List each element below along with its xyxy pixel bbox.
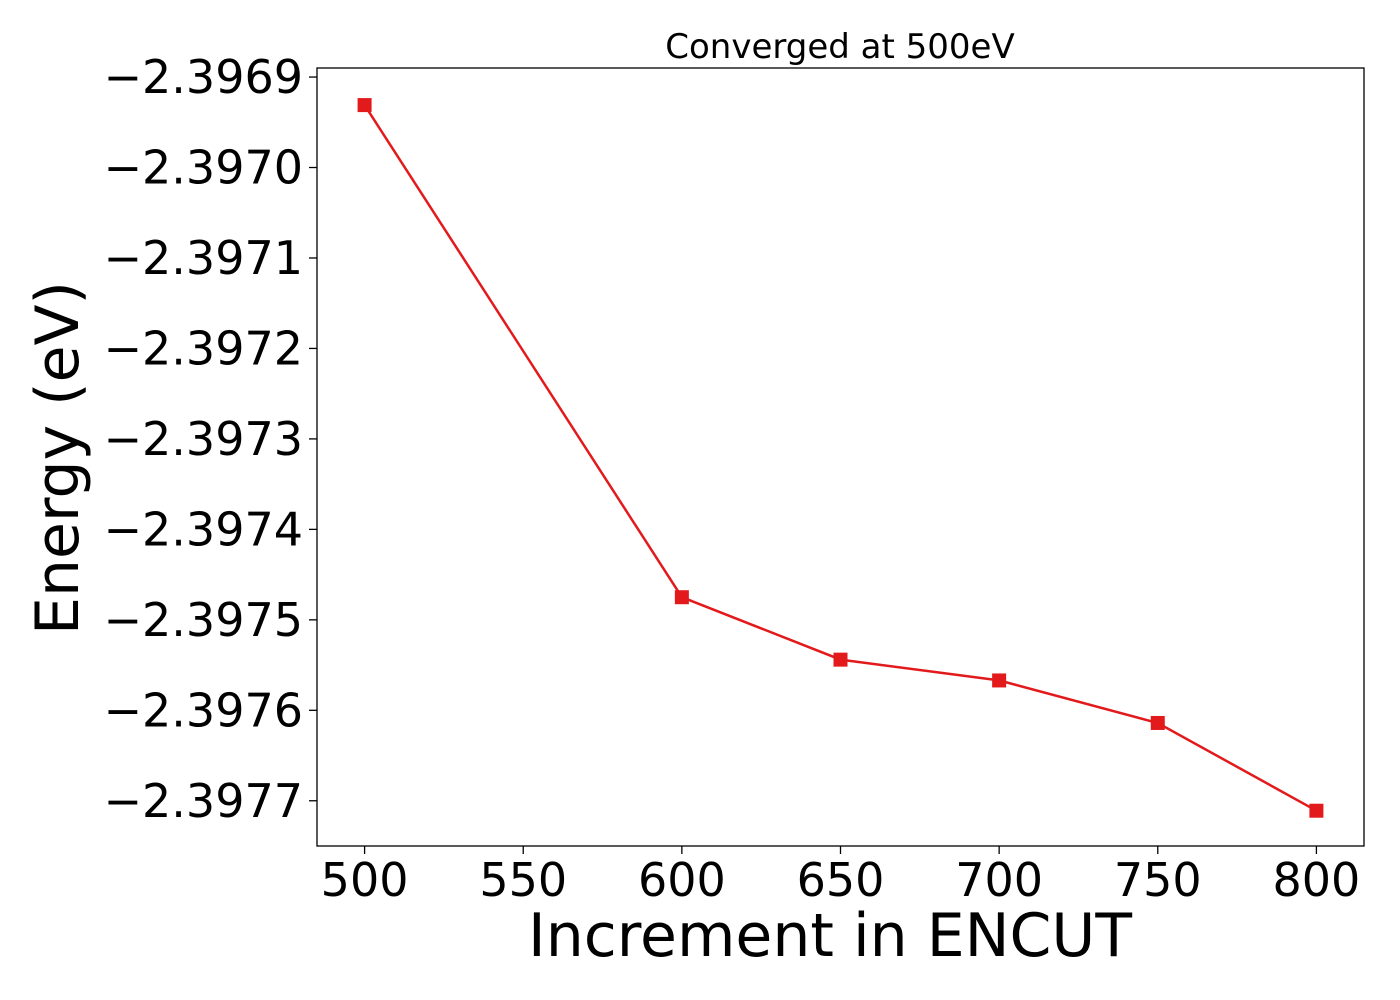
data-point-marker	[833, 652, 848, 667]
x-axis-ticks: 500 550 600 650 700 750 800	[321, 846, 1361, 907]
data-point-marker	[674, 590, 689, 605]
x-tick-label: 650	[797, 853, 885, 907]
y-tick-label: −2.3969	[104, 50, 304, 104]
data-point-marker	[1150, 715, 1165, 730]
x-tick-label: 800	[1273, 853, 1361, 907]
x-tick-label: 600	[638, 853, 726, 907]
plot-series	[357, 98, 1324, 818]
data-point-marker	[992, 673, 1007, 688]
series-line	[363, 104, 1318, 812]
y-axis-title: Energy (eV)	[23, 281, 93, 635]
y-tick-label: −2.3973	[104, 412, 304, 466]
y-axis-ticks: −2.3969 −2.3970 −2.3971 −2.3972 −2.3973 −2.39…	[104, 50, 317, 828]
y-tick-label: −2.3975	[104, 593, 304, 647]
plot-frame	[316, 67, 1365, 847]
x-tick-label: 700	[955, 853, 1043, 907]
x-tick-label: 550	[479, 853, 567, 907]
y-tick-label: −2.3974	[104, 502, 304, 556]
x-axis-title: Increment in ENCUT	[528, 901, 1132, 971]
data-point-marker	[357, 98, 372, 113]
y-tick-label: −2.3976	[104, 683, 304, 737]
y-tick-label: −2.3972	[104, 321, 304, 375]
y-tick-label: −2.3971	[104, 231, 304, 285]
y-tick-label: −2.3970	[104, 141, 304, 195]
data-point-marker	[1309, 803, 1324, 818]
chart-title: Converged at 500eV	[665, 27, 1014, 67]
y-tick-label: −2.3977	[104, 774, 304, 828]
x-tick-label: 750	[1114, 853, 1202, 907]
x-tick-label: 500	[321, 853, 409, 907]
